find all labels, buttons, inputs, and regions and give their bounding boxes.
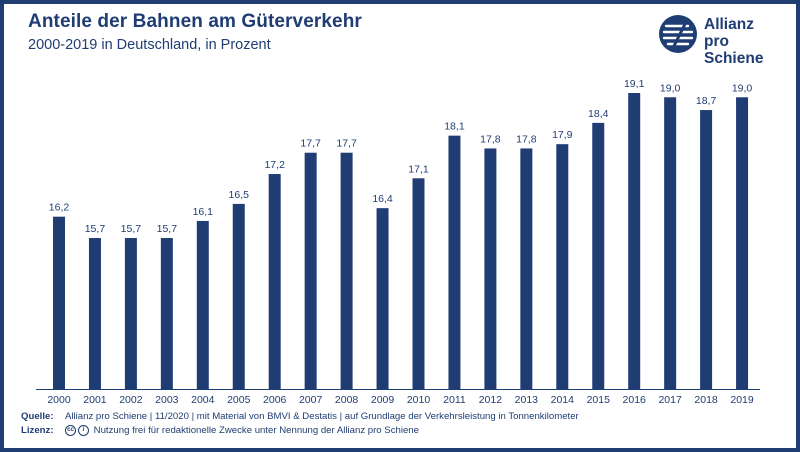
license-note: Lizenz: cc i Nutzung frei für redaktionell… (21, 425, 419, 436)
bar-2019 (736, 97, 749, 389)
value-label-2012: 17,8 (480, 133, 501, 145)
x-tick-label-2016: 2016 (623, 394, 647, 406)
value-label-2004: 16,1 (193, 206, 214, 218)
logo-text-line1: Allianz (704, 16, 754, 33)
attribution-icon: i (78, 425, 89, 436)
value-label-2014: 17,9 (552, 129, 573, 141)
bar-2012 (484, 148, 497, 389)
license-text: Nutzung frei für redaktionelle Zwecke un… (93, 425, 419, 437)
value-label-2015: 18,4 (588, 108, 609, 120)
source-note: Quelle: Allianz pro Schiene | 11/2020 | m… (21, 411, 579, 422)
chart-subtitle: 2000-2019 in Deutschland, in Prozent (28, 37, 271, 53)
x-tick-label-2008: 2008 (335, 394, 359, 406)
bar-2008 (340, 152, 353, 389)
source-label: Quelle: (21, 411, 54, 422)
value-label-2013: 17,8 (516, 133, 537, 145)
bar-2009 (376, 208, 389, 389)
value-label-2008: 17,7 (336, 138, 357, 150)
value-label-2005: 16,5 (229, 189, 250, 201)
x-tick-label-2007: 2007 (299, 394, 323, 406)
x-tick-label-2005: 2005 (227, 394, 251, 406)
value-label-2000: 16,2 (49, 202, 70, 214)
x-tick-label-2001: 2001 (83, 394, 107, 406)
bar-2010 (412, 178, 425, 389)
bar-2017 (664, 97, 677, 389)
allianz-pro-schiene-logo-icon (659, 15, 697, 53)
chart-title: Anteile der Bahnen am Güterverkehr (28, 11, 362, 32)
value-label-2009: 16,4 (372, 193, 393, 205)
bar-2005 (232, 203, 245, 389)
x-tick-label-2014: 2014 (551, 394, 575, 406)
bar-2003 (160, 238, 173, 389)
x-tick-label-2012: 2012 (479, 394, 503, 406)
x-tick-label-2019: 2019 (730, 394, 754, 406)
value-label-2007: 17,7 (300, 138, 321, 150)
source-text: Allianz pro Schiene | 11/2020 | mit Mate… (65, 411, 579, 422)
bar-2011 (448, 135, 461, 389)
bar-2013 (520, 148, 533, 389)
logo: Allianz pro Schiene (658, 14, 783, 67)
x-tick-label-2017: 2017 (658, 394, 682, 406)
bar-2015 (592, 122, 605, 390)
logo-text-line2: pro Schiene (704, 33, 764, 67)
bar-2002 (124, 238, 137, 389)
x-tick-label-2015: 2015 (587, 394, 611, 406)
value-label-2003: 15,7 (157, 223, 178, 235)
value-label-2017: 19,0 (660, 82, 681, 94)
x-tick-label-2010: 2010 (407, 394, 431, 406)
value-label-2010: 17,1 (408, 163, 429, 175)
x-tick-label-2011: 2011 (443, 394, 466, 406)
creative-commons-icon: cc (65, 425, 76, 436)
bar-2001 (88, 238, 101, 389)
value-label-2006: 17,2 (264, 159, 285, 171)
bar-2014 (556, 144, 569, 389)
value-label-2016: 19,1 (624, 78, 645, 90)
bar-2007 (304, 152, 317, 389)
value-label-2019: 19,0 (732, 82, 753, 94)
value-label-2001: 15,7 (85, 223, 106, 235)
license-label: Lizenz: (21, 425, 54, 437)
bar-2004 (196, 220, 209, 389)
bar-2006 (268, 174, 281, 389)
x-tick-label-2002: 2002 (119, 394, 143, 406)
x-tick-label-2003: 2003 (155, 394, 179, 406)
x-tick-label-2018: 2018 (694, 394, 718, 406)
x-tick-label-2013: 2013 (515, 394, 539, 406)
bar-2000 (53, 216, 65, 389)
bar-2016 (628, 93, 641, 389)
x-tick-label-2009: 2009 (371, 394, 395, 406)
x-tick-label-2004: 2004 (191, 394, 215, 406)
value-label-2018: 18,7 (696, 95, 717, 107)
bar-2018 (700, 110, 713, 389)
value-label-2011: 18,1 (444, 121, 465, 133)
x-tick-label-2006: 2006 (263, 394, 287, 406)
value-label-2002: 15,7 (121, 223, 142, 235)
x-tick-label-2000: 2000 (47, 394, 71, 406)
